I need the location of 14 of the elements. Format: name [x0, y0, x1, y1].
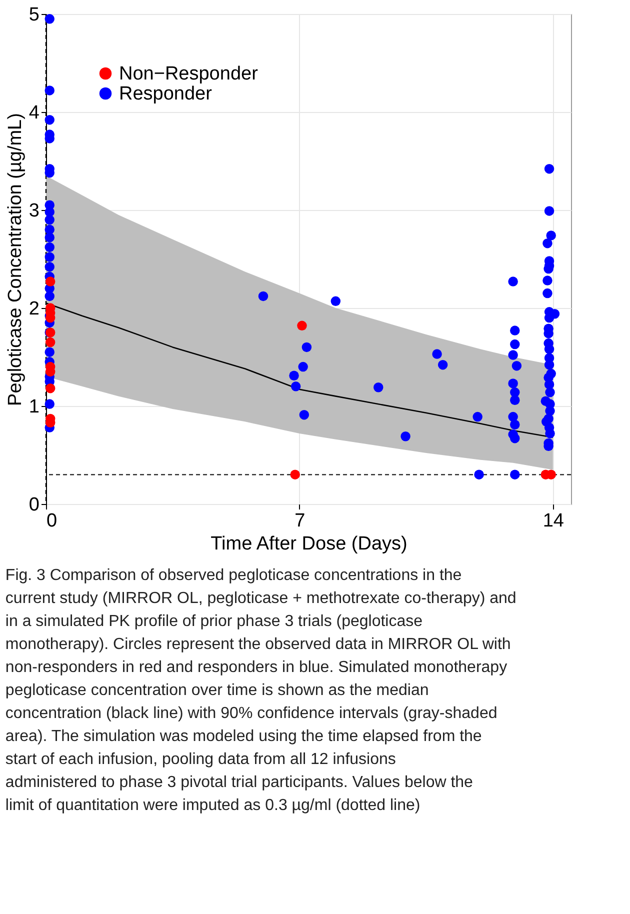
text: Fig. 3 Comparison of observed pegloticase concentrations in the current study (MIRROR OL, pegloticase + methotrexate co-therapy) and in a simulated PK profile of prior phase 3 trials (pegloticase monotherapy). Circles represent the observed data in MIRROR OL with non-responders in red and responders in blue. Simulated monotherapy pegloticase concentration over time is shown as the median concentration (black line) with 90% confidence intervals (gray-shaded area). The simulation was modeled using the time elapsed from the start of each infusion, pooling data from all 12 infusions administered to phase 3 pivotal trial participants. Values below the limit of quantitation were imputed as 0.3 µg/ml (dotted line)	[5, 567, 516, 814]
x-tick-label: 14	[542, 510, 564, 532]
y-tick-label: 3	[28, 200, 40, 222]
y-tick-label: 5	[28, 4, 40, 26]
x-axis-title: Time After Dose (Days)	[210, 534, 408, 554]
y-tick-label: 0	[28, 494, 40, 516]
y-tick-label: 2	[28, 298, 40, 320]
y-tick-label: 1	[28, 396, 40, 418]
x-tick-label: 7	[294, 510, 306, 532]
legend-label: Non−Responder	[119, 64, 259, 84]
y-tick-label: 4	[28, 102, 40, 124]
x-tick-label: 0	[46, 510, 58, 532]
y-axis-title: Pegloticase Concentration (µg/mL)	[4, 113, 26, 406]
legend-label: Responder	[119, 84, 213, 104]
